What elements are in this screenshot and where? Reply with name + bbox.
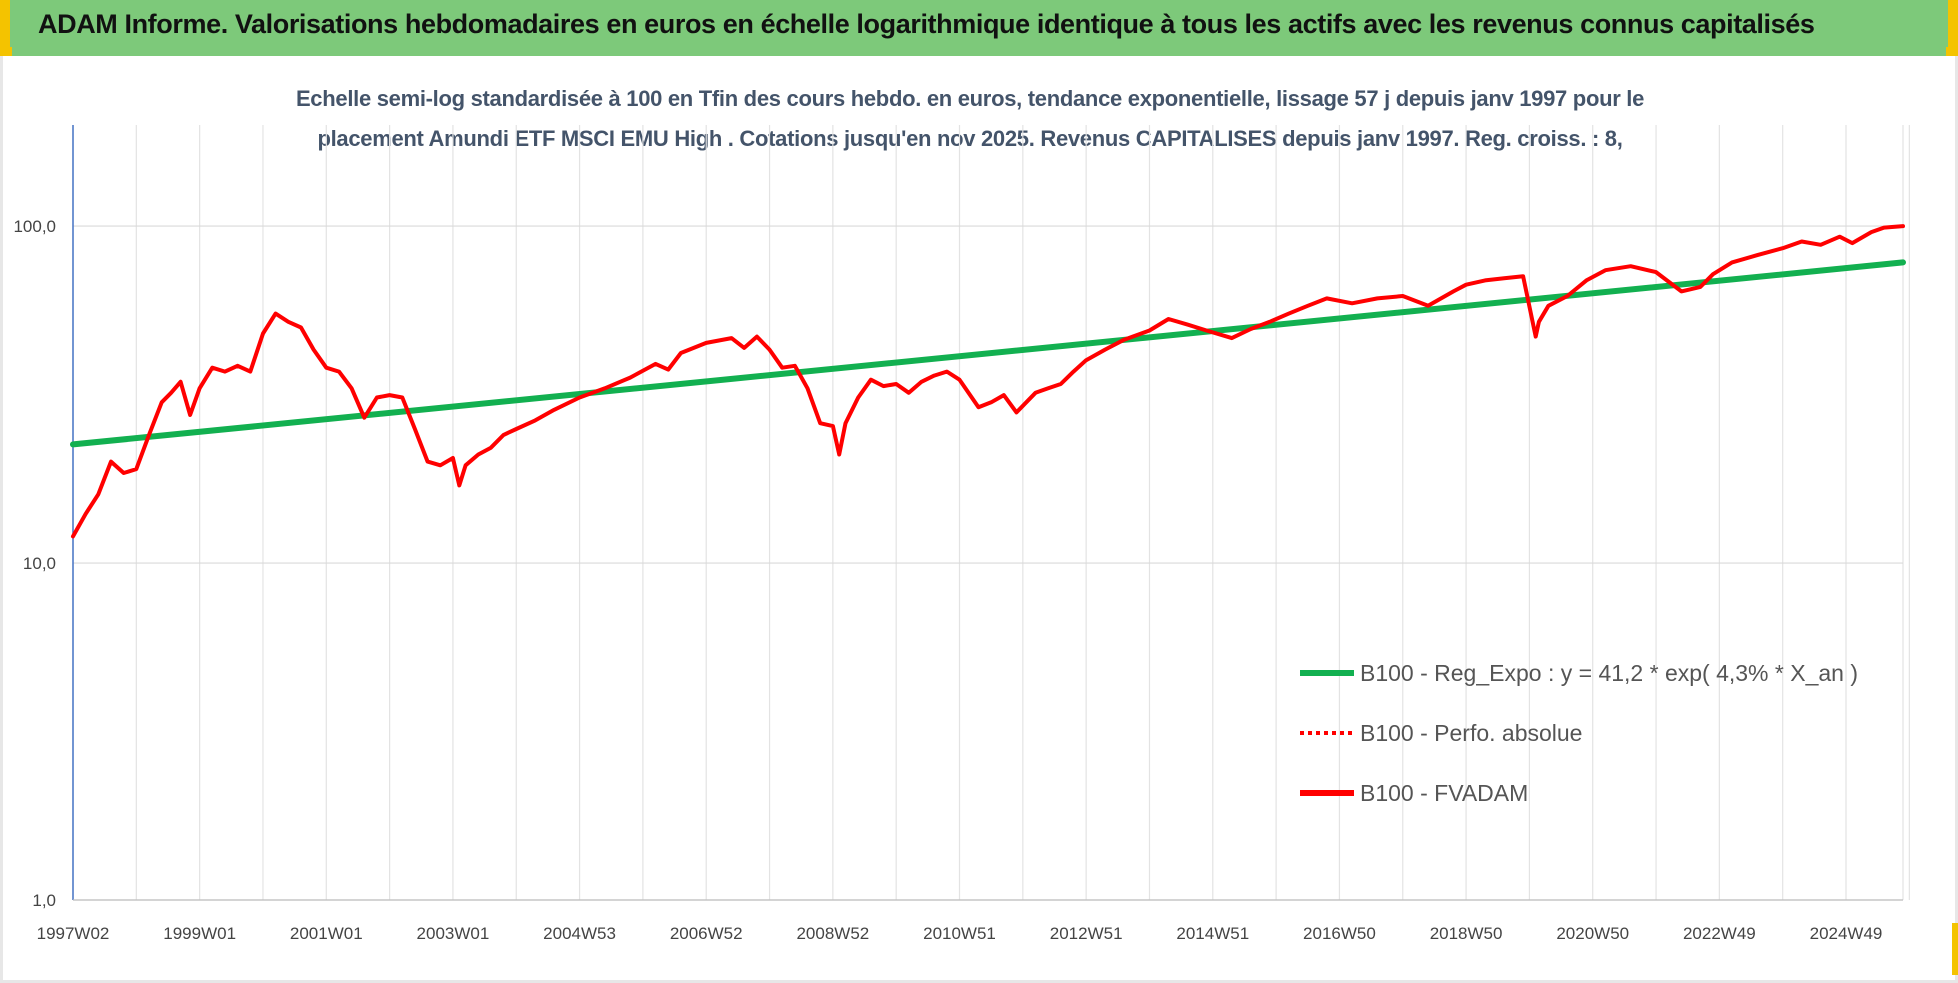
- chart-frame: [0, 56, 1958, 983]
- x-tick-label: 2006W52: [670, 924, 743, 943]
- chart-title-line-2: placement Amundi ETF MSCI EMU High . Cot…: [317, 126, 1623, 151]
- series-line-1: [70, 259, 1906, 448]
- x-tick-label: 1997W02: [37, 924, 110, 943]
- legend-label-2: B100 - Perfo. absolue: [1360, 720, 1582, 746]
- x-tick-label: 2003W01: [417, 924, 490, 943]
- banner: ADAM Informe. Valorisations hebdomadaire…: [0, 0, 1958, 56]
- y-tick-label: 100,0: [13, 217, 56, 236]
- x-tick-label: 2014W51: [1176, 924, 1249, 943]
- corner-mark-bottom-right: [1952, 923, 1958, 975]
- corner-mark-top-right: [1946, 47, 1958, 56]
- y-tick-label: 10,0: [23, 554, 56, 573]
- y-tick-label: 1,0: [32, 891, 56, 910]
- axis-layer: 1,0 10,0 100,0 1997W02 1999W01 2001W01 2003W01…: [13, 125, 1903, 943]
- x-tick-label: 2018W50: [1430, 924, 1503, 943]
- legend-label-3: B100 - FVADAM: [1360, 780, 1528, 806]
- x-tick-label: 2001W01: [290, 924, 363, 943]
- x-tick-label: 2024W49: [1810, 924, 1883, 943]
- x-tick-label: 2016W50: [1303, 924, 1376, 943]
- series-line-3: [71, 224, 1905, 539]
- x-tick-label: 2012W51: [1050, 924, 1123, 943]
- x-tick-label: 1999W01: [163, 924, 236, 943]
- x-tick-label: 2022W49: [1683, 924, 1756, 943]
- chart-title-line-1: Echelle semi-log standardisée à 100 en T…: [295, 86, 1645, 111]
- grid-layer: [73, 125, 1910, 901]
- corner-mark-top-left: [0, 47, 12, 56]
- x-tick-label: 2008W52: [796, 924, 869, 943]
- legend: B100 - Reg_Expo : y = 41,2 * exp( 4,3% *…: [1300, 660, 1858, 806]
- legend-label-1: B100 - Reg_Expo : y = 41,2 * exp( 4,3% *…: [1360, 660, 1858, 686]
- banner-title: ADAM Informe. Valorisations hebdomadaire…: [38, 9, 1815, 39]
- x-tick-label: 2020W50: [1556, 924, 1629, 943]
- x-tick-label: 2004W53: [543, 924, 616, 943]
- x-tick-label: 2010W51: [923, 924, 996, 943]
- series-layer: [70, 224, 1906, 539]
